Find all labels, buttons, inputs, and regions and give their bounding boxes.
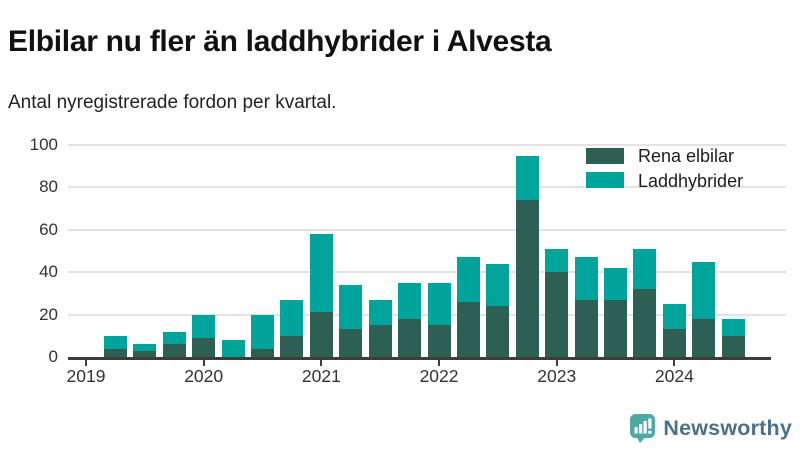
brand-logo: Newsworthy (629, 413, 792, 443)
x-axis-tick (438, 359, 441, 366)
page-title: Elbilar nu fler än laddhybrider i Alvest… (8, 25, 552, 59)
legend-label-rena-elbilar: Rena elbilar (638, 146, 735, 166)
gridline-60 (68, 228, 786, 231)
bar-segment-laddhybrider (368, 299, 392, 326)
bar-segment-rena-elbilar (280, 335, 304, 357)
bar-segment-laddhybrider (103, 335, 127, 349)
bar-segment-laddhybrider (721, 318, 745, 336)
gridline-100 (68, 144, 786, 146)
bar-segment-rena-elbilar (545, 272, 569, 357)
bar-segment-rena-elbilar (368, 325, 392, 357)
legend-swatch-laddhybrider (586, 172, 624, 188)
x-axis-tick (673, 359, 676, 366)
bar-segment-rena-elbilar (251, 348, 275, 357)
bar-segment-rena-elbilar (103, 348, 127, 357)
brand-name: Newsworthy (663, 415, 792, 440)
bar-segment-rena-elbilar (662, 329, 686, 357)
x-axis-year-label: 2023 (537, 366, 577, 386)
chart-subtitle: Antal nyregistrerade fordon per kvartal. (8, 92, 337, 113)
bar-segment-laddhybrider (221, 340, 245, 357)
bar-segment-laddhybrider (309, 234, 333, 313)
bar-segment-laddhybrider (162, 331, 186, 345)
bar-segment-laddhybrider (604, 267, 628, 300)
legend-label-laddhybrider: Laddhybrider (638, 171, 744, 191)
bar-segment-rena-elbilar (574, 299, 598, 357)
bar-segment-laddhybrider (692, 261, 716, 319)
bar-segment-laddhybrider (574, 257, 598, 300)
bar-segment-laddhybrider (662, 304, 686, 330)
bar-segment-laddhybrider (398, 282, 422, 319)
y-axis-tick-label: 40 (39, 262, 58, 282)
bar-segment-rena-elbilar (604, 299, 628, 357)
bar-segment-rena-elbilar (456, 301, 480, 357)
bar-segment-rena-elbilar (309, 312, 333, 357)
newsworthy-logo-icon (630, 414, 656, 443)
y-axis-tick-label: 100 (29, 135, 58, 154)
legend-swatch-rena-elbilar (586, 148, 624, 164)
bar-segment-laddhybrider (280, 299, 304, 336)
bar-segment-laddhybrider (633, 248, 657, 290)
y-axis-tick-label: 60 (39, 219, 58, 239)
x-axis-tick (320, 359, 323, 366)
y-axis-tick-label: 0 (48, 347, 58, 366)
bar-segment-laddhybrider (251, 314, 275, 349)
gridline-80 (68, 186, 786, 189)
bar-segment-laddhybrider (133, 344, 157, 351)
x-axis-tick (85, 359, 87, 366)
bar-segment-rena-elbilar (486, 306, 510, 357)
x-axis-year-label: 2024 (654, 366, 694, 386)
x-axis-year-label: 2019 (66, 366, 106, 386)
bar-segment-rena-elbilar (721, 335, 745, 357)
x-axis-year-label: 2022 (419, 366, 459, 386)
bar-segment-rena-elbilar (398, 318, 422, 357)
bar-segment-rena-elbilar (633, 289, 657, 357)
x-axis-year-label: 2021 (301, 366, 341, 386)
bar-segment-rena-elbilar (427, 325, 451, 357)
x-axis-line (68, 357, 771, 360)
bar-segment-laddhybrider (192, 314, 216, 338)
gridline-40 (68, 271, 786, 274)
bar-segment-laddhybrider (456, 257, 480, 302)
y-axis-tick-label: 20 (39, 304, 58, 324)
bar-segment-rena-elbilar (339, 329, 363, 357)
bar-segment-rena-elbilar (133, 350, 157, 357)
bar-segment-laddhybrider (427, 282, 451, 326)
x-axis-year-label: 2020 (184, 366, 224, 386)
bar-segment-laddhybrider (545, 248, 569, 273)
bar-segment-laddhybrider (339, 284, 363, 330)
x-axis-tick (555, 359, 558, 366)
gridline-20 (68, 313, 786, 316)
bar-segment-laddhybrider (515, 155, 539, 201)
bar-segment-rena-elbilar (192, 337, 216, 357)
x-axis-tick (202, 359, 205, 366)
bar-segment-rena-elbilar (162, 344, 186, 357)
bar-segment-rena-elbilar (515, 200, 539, 357)
bar-segment-laddhybrider (486, 263, 510, 307)
bar-segment-rena-elbilar (692, 318, 716, 357)
y-axis-tick-label: 80 (39, 177, 58, 197)
